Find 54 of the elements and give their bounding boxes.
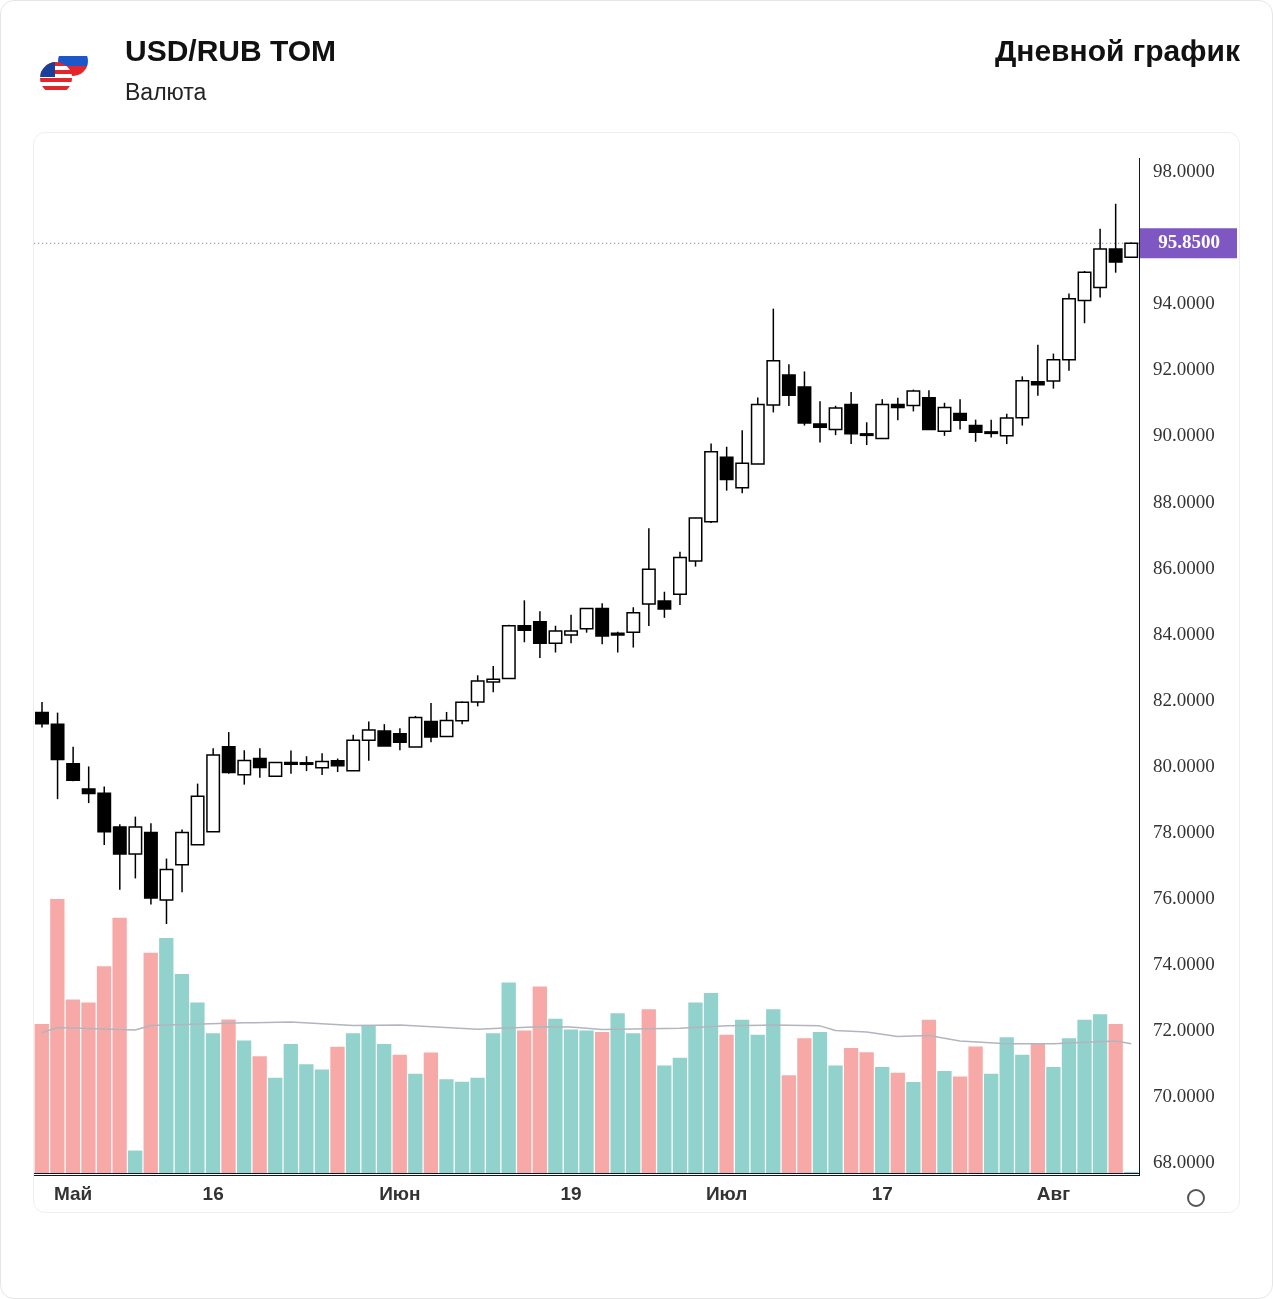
x-tick-label: Июл: [705, 1182, 748, 1204]
y-tick-label: 86.0000: [1153, 556, 1215, 578]
bar: [641, 1009, 656, 1173]
y-tick-label: 98.0000: [1153, 160, 1215, 182]
bar: [657, 1065, 672, 1173]
y-tick-label: 90.0000: [1153, 424, 1215, 446]
y-tick-label: 78.0000: [1153, 820, 1215, 842]
text: Дневной график: [994, 34, 1240, 68]
bar: [408, 1073, 423, 1173]
x-tick-label: 16: [202, 1182, 224, 1204]
bar: [221, 1019, 236, 1173]
y-tick-label: 72.0000: [1153, 1018, 1215, 1040]
ref-line-label: 95.8500: [1158, 231, 1220, 253]
bar: [937, 1071, 952, 1173]
bar: [1108, 1023, 1123, 1173]
bar: [875, 1066, 890, 1173]
bar: [921, 1019, 937, 1173]
bar: [236, 1040, 252, 1173]
y-tick-label: 94.0000: [1153, 292, 1215, 314]
bar: [143, 952, 158, 1173]
bar: [330, 1046, 345, 1173]
chart-subtitle: Валюта: [125, 79, 207, 106]
bar: [890, 1072, 905, 1173]
y-tick-label: 68.0000: [1153, 1151, 1215, 1173]
y-tick-label: 70.0000: [1153, 1085, 1215, 1107]
bar: [532, 986, 547, 1173]
bar: [159, 937, 174, 1173]
y-tick-label: 88.0000: [1153, 490, 1215, 512]
chart-title: USD/RUB TOM: [125, 34, 337, 68]
y-tick-label: 80.0000: [1153, 754, 1215, 776]
candlestick: [813, 400, 827, 444]
y-tick-label: 76.0000: [1153, 886, 1215, 908]
bar: [517, 1030, 532, 1173]
x-tick-label: 17: [871, 1182, 893, 1204]
bar: [423, 1052, 439, 1173]
bar: [734, 1019, 750, 1173]
y-tick-label: 92.0000: [1153, 358, 1215, 380]
bar: [392, 1054, 407, 1173]
bar: [906, 1082, 921, 1173]
y-tick-label: 84.0000: [1153, 622, 1215, 644]
bar: [501, 982, 516, 1173]
y-tick-label: 74.0000: [1153, 952, 1215, 974]
bar: [268, 1077, 283, 1173]
x-tick-label: Май: [53, 1182, 93, 1204]
x-tick-label: Июн: [379, 1182, 421, 1204]
x-tick-label: 19: [560, 1182, 582, 1204]
bar: [594, 1031, 610, 1173]
y-tick-label: 82.0000: [1153, 688, 1215, 710]
bar: [128, 1150, 143, 1173]
x-tick-label: Авг: [1036, 1182, 1071, 1204]
bar: [252, 1056, 267, 1173]
bar: [983, 1073, 999, 1173]
bar: [719, 1034, 734, 1173]
bar: [1030, 1043, 1045, 1173]
